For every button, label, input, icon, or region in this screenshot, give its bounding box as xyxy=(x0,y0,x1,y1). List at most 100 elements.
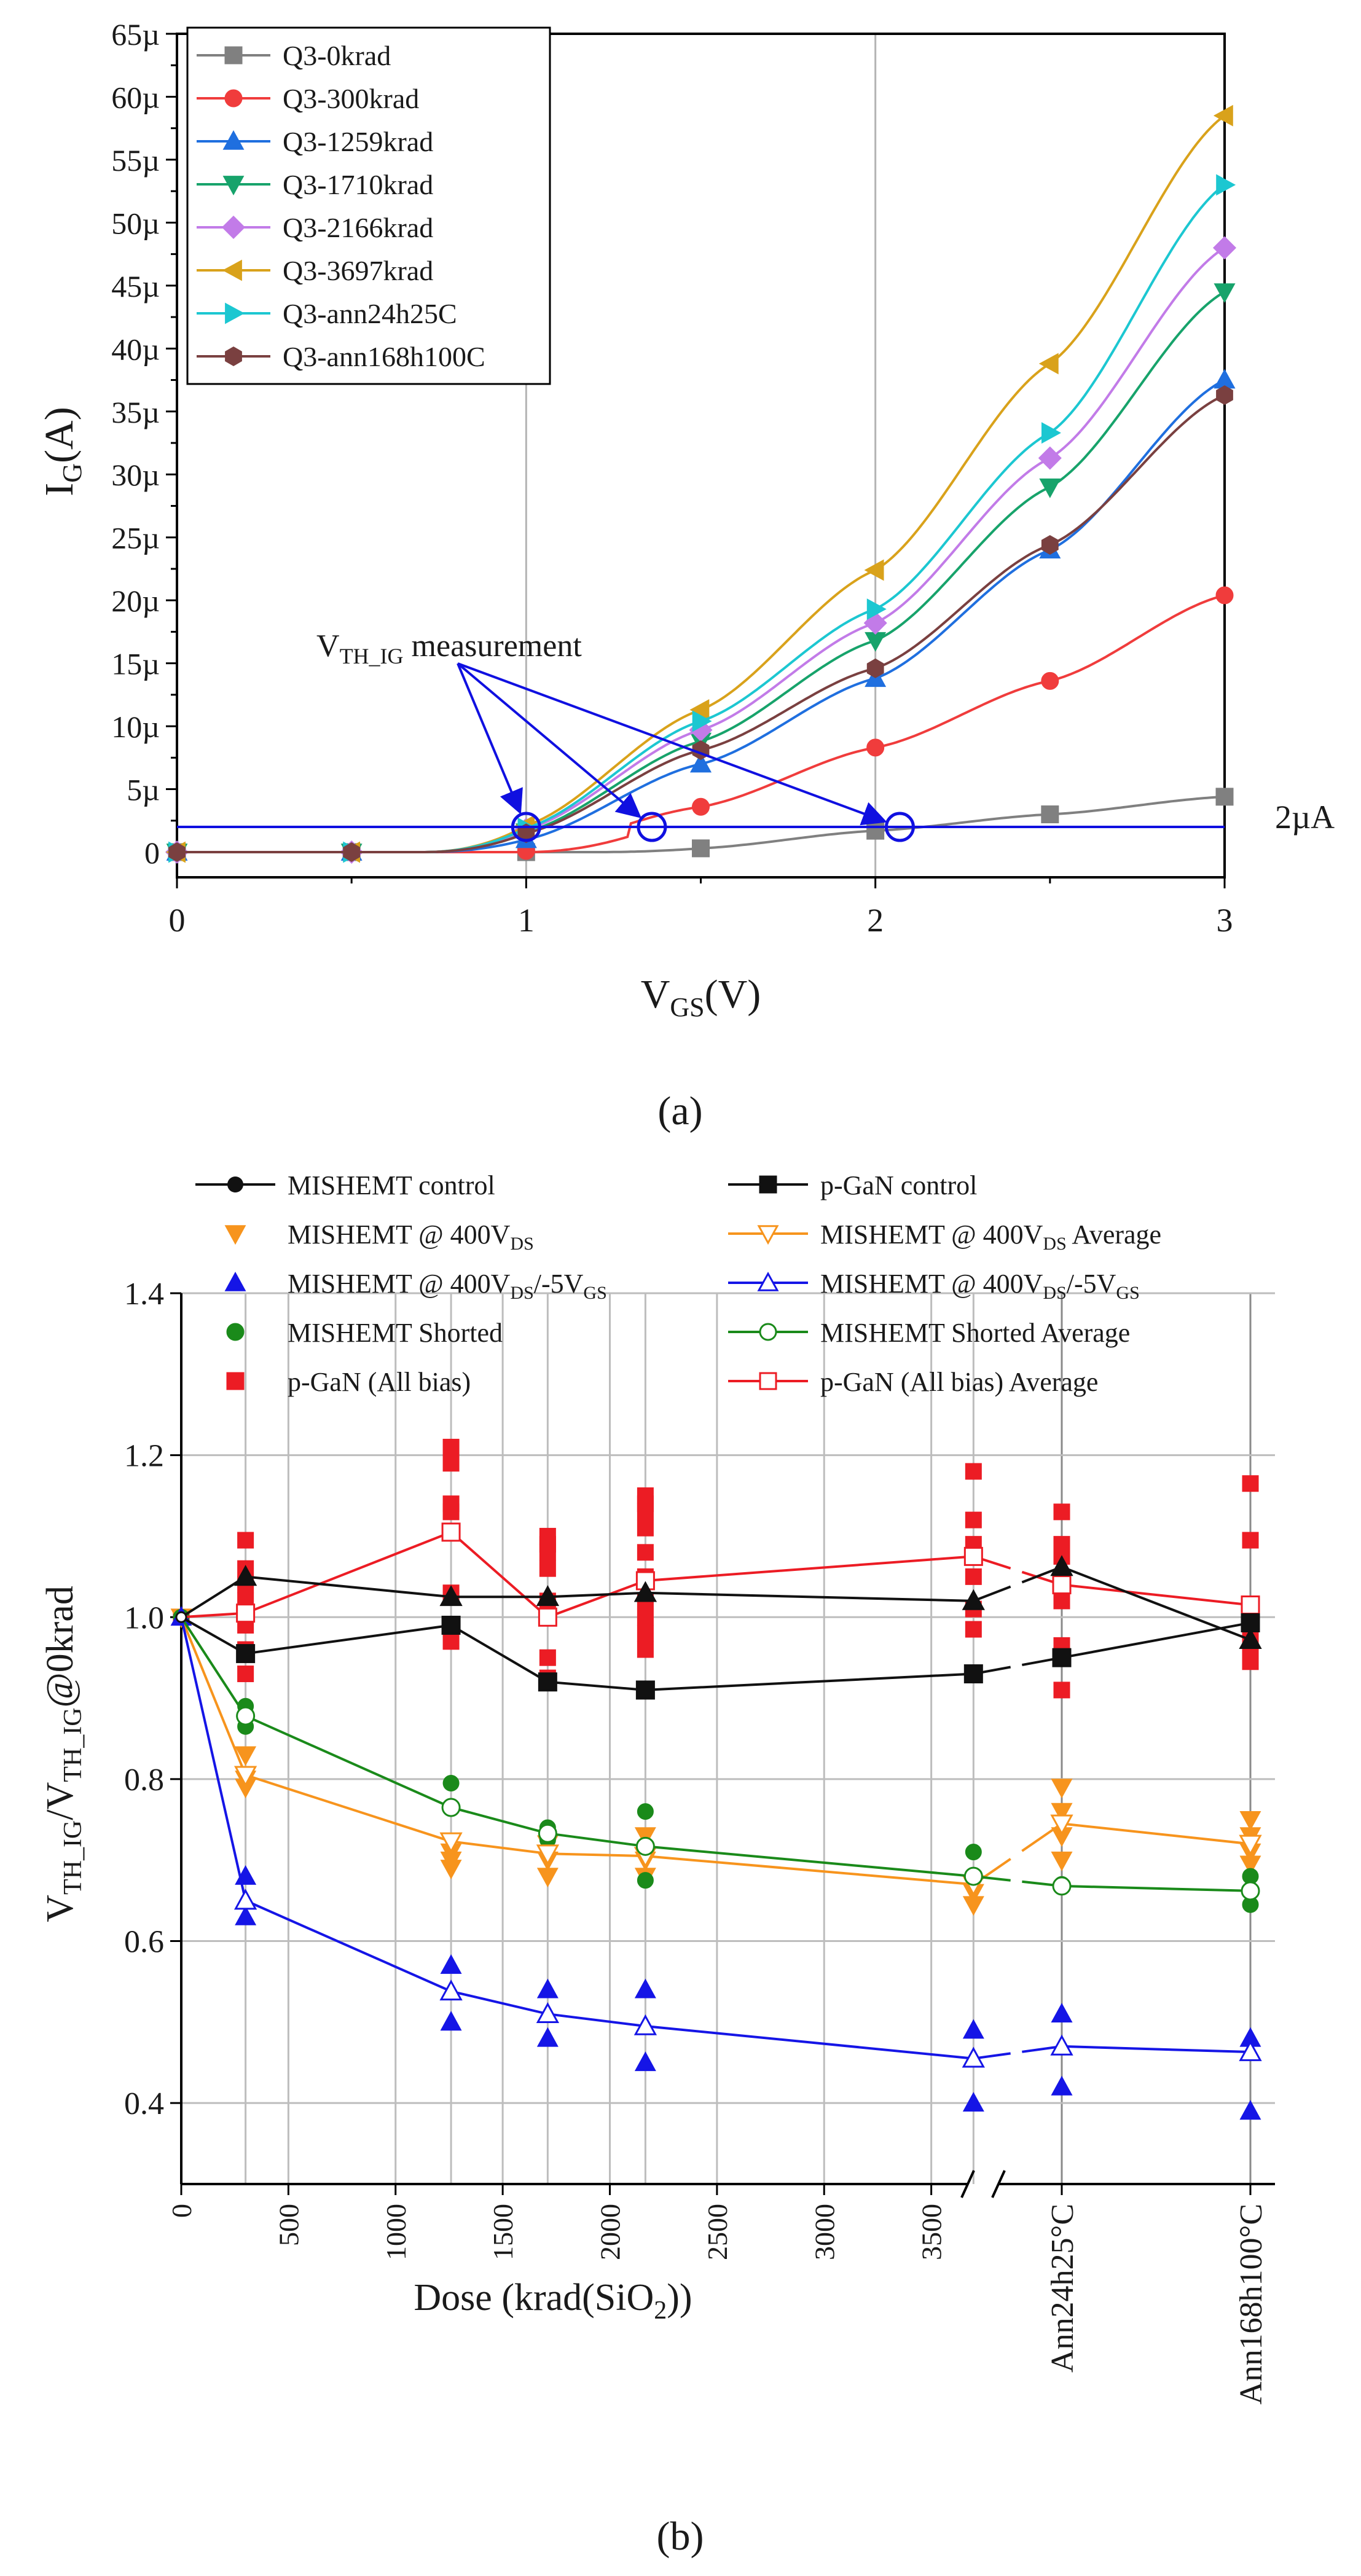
data-point-Q3-300krad xyxy=(692,797,710,816)
avg-line-mishemt-control xyxy=(180,1575,974,1618)
avg-point-pgan-control xyxy=(635,1680,655,1700)
y-tick-label-a: 5µ xyxy=(127,773,160,807)
data-point-Q3-3697krad xyxy=(864,559,884,581)
data-point-mishemt-400vds-5vgs xyxy=(634,1978,656,1999)
data-point-Q3-ann24h25C xyxy=(1041,422,1061,444)
y-tick-label-a: 35µ xyxy=(111,395,160,429)
data-point-mishemt-shorted xyxy=(442,1775,460,1791)
x-tick-label-a: 1 xyxy=(518,902,535,939)
avg-line-mishemt-400vds-5vgs-average xyxy=(973,2052,1011,2060)
data-point-pgan-all-bias xyxy=(442,1633,460,1650)
x-tick-label-a: 2 xyxy=(867,902,884,939)
avg-line-pgan-average xyxy=(181,1530,974,1619)
vth-marker-circle xyxy=(511,812,541,842)
legend-label-b: p-GaN control xyxy=(820,1170,977,1200)
legend-marker-b xyxy=(759,1323,777,1341)
legend-label-a: Q3-2166krad xyxy=(283,212,433,243)
threshold-label: 2µA xyxy=(1275,799,1335,836)
x-category-label-b: Ann168h100°C xyxy=(1234,2204,1269,2405)
avg-line-mishemt-shorted-average xyxy=(180,1616,974,1878)
legend-marker-a xyxy=(224,89,243,108)
avg-line-mishemt-400vds-average xyxy=(1021,1822,1063,1852)
y-tick-label-a: 25µ xyxy=(111,521,160,555)
data-point-mishemt-400vds xyxy=(536,1868,559,1888)
data-point-Q3-2166krad xyxy=(1212,236,1237,260)
y-tick-label-b: 1.4 xyxy=(124,1277,164,1312)
legend-marker-a xyxy=(222,259,242,281)
legend-marker-b xyxy=(224,1271,246,1291)
avg-point-pgan-control xyxy=(1052,1648,1072,1667)
avg-point-mishemt-400vds-5vgs-average xyxy=(439,1979,463,2001)
data-point-mishemt-400vds xyxy=(1051,1851,1073,1871)
avg-line-pgan-average xyxy=(1061,1583,1251,1607)
avg-point-mishemt-control xyxy=(439,1585,463,1607)
data-point-mishemt-400vds xyxy=(1239,1855,1261,1876)
annotation-arrow xyxy=(457,662,887,826)
y-tick-label-b: 0.4 xyxy=(124,2086,164,2121)
x-tick-label-b: 1500 xyxy=(487,2204,519,2260)
avg-point-mishemt-shorted-average xyxy=(538,1823,557,1843)
data-point-Q3-300krad xyxy=(1041,671,1059,690)
data-point-pgan-all-bias xyxy=(637,1503,654,1521)
avg-point-mishemt-400vds-average xyxy=(536,1844,560,1866)
legend-label-b: MISHEMT @ 400VDS/-5VGS xyxy=(820,1269,1140,1303)
avg-point-mishemt-control xyxy=(233,1565,257,1586)
data-point-mishemt-400vds-5vgs xyxy=(962,2019,984,2039)
data-point-mishemt-400vds-5vgs xyxy=(634,2051,656,2072)
avg-point-mishemt-400vds-5vgs-average xyxy=(1239,2040,1262,2061)
data-point-Q3-1710krad xyxy=(1039,478,1061,498)
y-tick-label-a: 60µ xyxy=(111,80,160,114)
data-point-Q3-ann168h100C xyxy=(866,658,884,678)
avg-point-pgan-average xyxy=(538,1607,557,1627)
x-tick-label-b: 0 xyxy=(166,2204,197,2218)
y-tick-label-a: 20µ xyxy=(111,584,160,618)
legend-marker-b xyxy=(224,1225,246,1245)
legend-label-a: Q3-0krad xyxy=(283,40,391,71)
data-point-pgan-all-bias xyxy=(237,1532,254,1549)
avg-point-mishemt-shorted-average xyxy=(1241,1881,1260,1901)
avg-point-pgan-average xyxy=(963,1546,983,1566)
panel-a-label: (a) xyxy=(657,1089,702,1133)
legend-label-a: Q3-ann24h25C xyxy=(283,298,457,329)
axis-break-mark xyxy=(991,2170,1006,2198)
avg-point-mishemt-400vds-5vgs-average xyxy=(1050,2034,1073,2056)
data-point-pgan-all-bias xyxy=(965,1568,982,1585)
data-point-Q3-0krad xyxy=(692,839,710,858)
avg-point-mishemt-shorted-average xyxy=(441,1798,461,1817)
avg-point-pgan-average xyxy=(1052,1575,1072,1595)
y-tick-label-a: 55µ xyxy=(111,143,160,178)
x-tick-label-a: 3 xyxy=(1217,902,1233,939)
y-tick-label-b: 1.2 xyxy=(124,1439,164,1474)
y-tick-label-b: 1.0 xyxy=(124,1600,164,1635)
data-point-Q3-ann168h100C xyxy=(343,842,361,863)
data-point-mishemt-400vds-5vgs xyxy=(1051,2075,1073,2096)
data-point-pgan-all-bias xyxy=(965,1621,982,1638)
legend-marker-b xyxy=(226,1323,245,1341)
x-axis-title-a: VGS(V) xyxy=(641,972,761,1022)
avg-line-mishemt-400vds-average xyxy=(180,1616,974,1886)
avg-line-pgan-control xyxy=(181,1616,974,1691)
legend-label-a: Q3-ann168h100C xyxy=(283,341,485,372)
data-point-pgan-all-bias xyxy=(1242,1475,1259,1492)
x-tick-label-b: 1000 xyxy=(380,2204,412,2260)
data-point-pgan-all-bias xyxy=(965,1511,982,1529)
data-point-mishemt-400vds-5vgs xyxy=(536,2027,559,2047)
data-point-pgan-all-bias xyxy=(442,1438,460,1455)
x-tick-label-b: 3500 xyxy=(916,2204,947,2260)
data-point-Q3-0krad xyxy=(866,821,885,840)
data-point-Q3-ann168h100C xyxy=(1216,385,1233,405)
data-point-pgan-all-bias xyxy=(1053,1681,1070,1699)
legend-marker-b xyxy=(759,1175,777,1194)
data-point-mishemt-shorted xyxy=(637,1803,654,1820)
legend-label-a: Q3-300krad xyxy=(283,83,419,114)
data-point-mishemt-400vds-5vgs xyxy=(235,1905,257,1925)
x-tick-label-a: 0 xyxy=(169,902,186,939)
data-point-Q3-ann24h25C xyxy=(866,598,887,621)
data-point-mishemt-400vds xyxy=(962,1896,984,1916)
data-point-Q3-0krad xyxy=(1041,805,1059,824)
avg-line-mishemt-400vds-5vgs-average xyxy=(180,1616,974,2060)
data-point-mishemt-400vds xyxy=(1051,1803,1073,1823)
avg-line-mishemt-400vds-average xyxy=(1061,1822,1251,1846)
avg-point-mishemt-400vds-5vgs-average xyxy=(233,1889,257,1910)
data-point-Q3-ann168h100C xyxy=(517,823,535,844)
